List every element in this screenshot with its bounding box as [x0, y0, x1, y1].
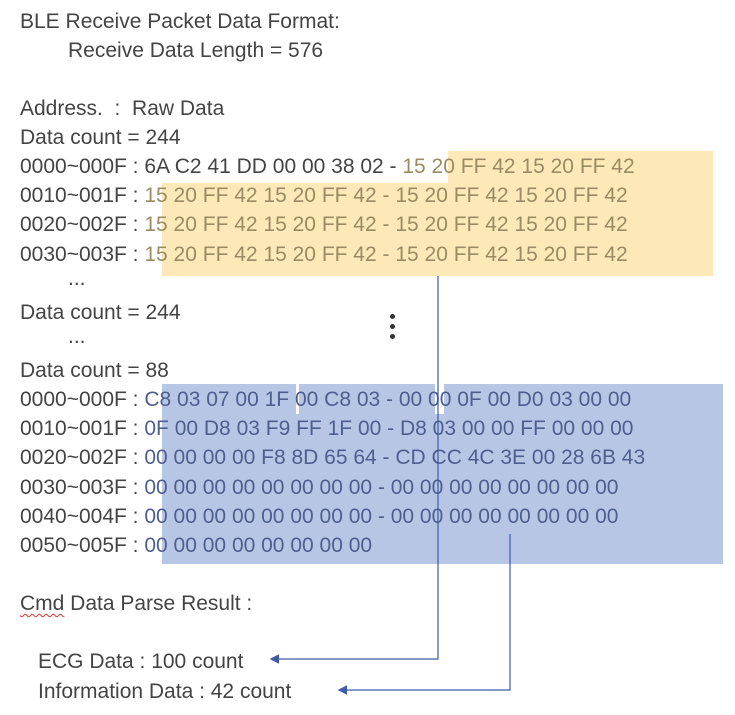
info-connector-arrow: [337, 534, 511, 695]
table-row: 0010~001F : 15 20 FF 42 15 20 FF 42 - 15…: [20, 185, 628, 206]
parse-result-title: Cmd Data Parse Result :: [20, 593, 252, 614]
table-row: 0030~003F : 15 20 FF 42 15 20 FF 42 - 15…: [20, 244, 628, 265]
row-address: 0030~003F :: [20, 243, 139, 266]
info-data-result: Information Data : 42 count: [38, 680, 292, 703]
vertical-ellipsis-icon: [390, 314, 396, 344]
row-address: 0010~001F :: [20, 184, 139, 207]
table-row: 0040~004F : 00 00 00 00 00 00 00 00 - 00…: [20, 506, 618, 527]
info-highlight-row1-b: [299, 384, 435, 414]
ecg-highlight-block: [162, 183, 713, 276]
info-highlight-right: [444, 384, 723, 416]
block1-count: Data count = 244: [20, 126, 181, 149]
page-title: BLE Receive Packet Data Format:: [20, 10, 340, 33]
row-address: 0000~000F :: [20, 388, 139, 411]
row-info-data: 0F 00 D8 03 F9 FF 1F 00 - D8 03 00 00 FF…: [144, 417, 634, 440]
row-address: 0000~000F :: [20, 155, 139, 178]
ecg-highlight-row1: [448, 151, 713, 183]
row-ecg-data: 15 20 FF 42 15 20 FF 42 - 15 20 FF 42 15…: [144, 243, 628, 266]
table-row: 0000~000F : C8 03 07 00 1F 00 C8 03 - 00…: [20, 389, 631, 410]
row-info-data: C8 03 07 00 1F 00 C8 03 - 00 00 0F 00 D0…: [144, 388, 632, 411]
row-raw-data: 6A C2 41 DD 00 00 38 02 -: [144, 155, 403, 178]
table-row: 0010~001F : 0F 00 D8 03 F9 FF 1F 00 - D8…: [20, 418, 633, 439]
ecg-connector-arrow: [269, 276, 439, 664]
row-info-data: 00 00 00 00 00 00 00 00 - 00 00 00 00 00…: [144, 476, 619, 499]
block1-ellipsis: ...: [68, 267, 86, 290]
table-row: 0020~002F : 00 00 00 00 F8 8D 65 64 - CD…: [20, 447, 645, 468]
row-info-data: 00 00 00 00 00 00 00 00 - 00 00 00 00 00…: [144, 505, 619, 528]
table-row: 0030~003F : 00 00 00 00 00 00 00 00 - 00…: [20, 477, 618, 498]
info-highlight-row1-a: [162, 384, 296, 414]
info-highlight-block: [162, 414, 723, 564]
table-row: 0000~000F : 6A C2 41 DD 00 00 38 02 - 15…: [20, 156, 635, 177]
block3-count: Data count = 88: [20, 359, 169, 382]
row-ecg-data: 15 20 FF 42 15 20 FF 42 - 15 20 FF 42 15…: [144, 184, 628, 207]
parse-result-title-rest: Data Parse Result :: [64, 592, 253, 615]
row-address: 0030~003F :: [20, 476, 139, 499]
row-info-data: 00 00 00 00 00 00 00 00: [144, 534, 373, 557]
row-ecg-data: 15 20 FF 42 15 20 FF 42: [402, 155, 635, 178]
receive-length: Receive Data Length = 576: [68, 39, 324, 62]
row-address: 0020~002F :: [20, 446, 139, 469]
columns-header: Address. : Raw Data: [20, 97, 225, 120]
row-address: 0040~004F :: [20, 505, 139, 528]
table-row: 0050~005F : 00 00 00 00 00 00 00 00: [20, 535, 372, 556]
ecg-data-result: ECG Data : 100 count: [38, 650, 244, 673]
table-row: 0020~002F : 15 20 FF 42 15 20 FF 42 - 15…: [20, 214, 628, 235]
row-address: 0010~001F :: [20, 417, 139, 440]
row-address: 0050~005F :: [20, 534, 139, 557]
block2-ellipsis: ...: [68, 325, 86, 348]
row-info-data: 00 00 00 00 F8 8D 65 64 - CD CC 4C 3E 00…: [144, 446, 646, 469]
block2-count: Data count = 244: [20, 301, 181, 324]
row-address: 0020~002F :: [20, 213, 139, 236]
row-ecg-data: 15 20 FF 42 15 20 FF 42 - 15 20 FF 42 15…: [144, 213, 628, 236]
cmd-word: Cmd: [20, 592, 65, 615]
